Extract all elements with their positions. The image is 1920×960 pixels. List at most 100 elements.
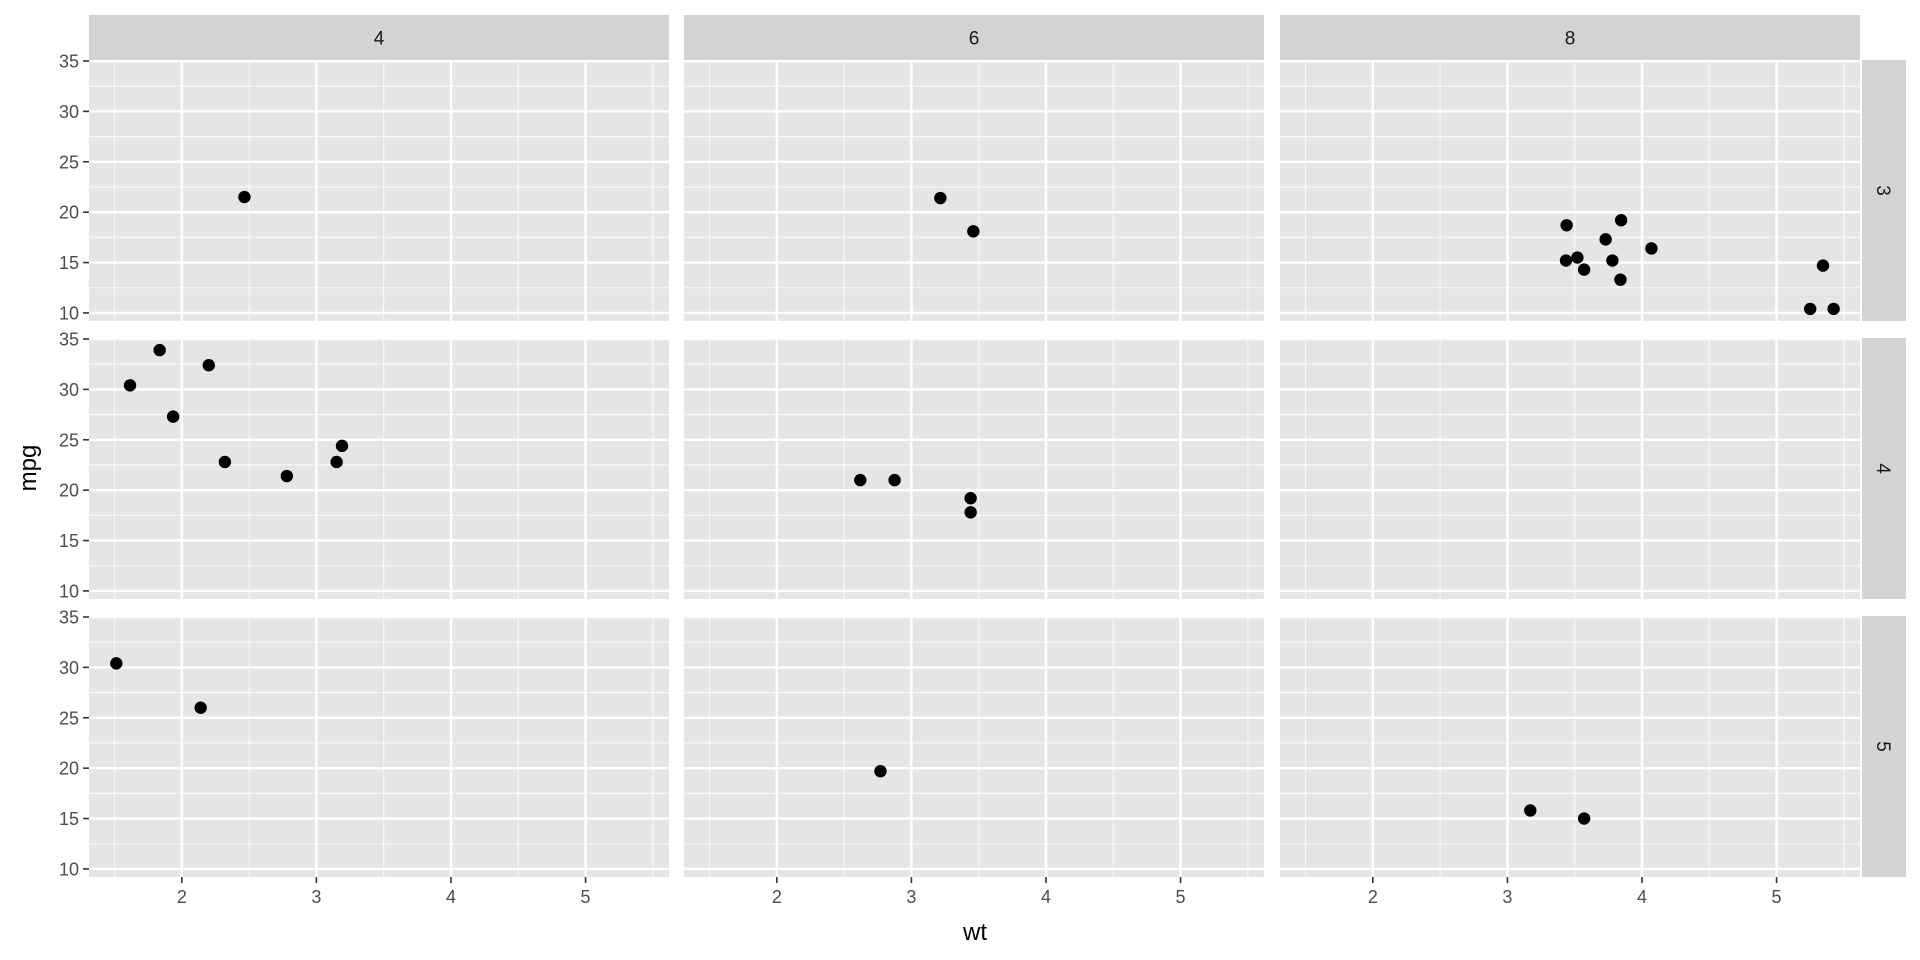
strip-background [684, 15, 1264, 60]
data-point [1599, 233, 1612, 246]
x-tick-label: 3 [906, 887, 916, 907]
data-point [194, 701, 207, 714]
points-4-4 [123, 343, 349, 483]
panel-background [1280, 616, 1860, 877]
data-point [1827, 302, 1840, 316]
panel-4-3 [89, 59, 669, 321]
y-tick-label: 25 [59, 152, 79, 172]
data-point [1614, 214, 1628, 227]
strip-label: 8 [1565, 29, 1576, 50]
x-tick-label: 4 [1041, 887, 1051, 907]
strip-label: 3 [1872, 185, 1893, 196]
y-tick-label: 25 [59, 708, 79, 728]
strip-row-5: 5 [1862, 616, 1906, 877]
y-tick-label: 20 [59, 759, 79, 779]
y-tick-label: 30 [59, 658, 79, 678]
strip-background [89, 15, 669, 60]
panel-background [684, 60, 1264, 321]
data-point [1524, 804, 1537, 817]
points-4-5 [110, 657, 207, 714]
x-axis-title: wt [962, 919, 987, 946]
y-tick-label: 15 [59, 253, 79, 273]
data-point [1645, 242, 1658, 255]
strip-row-4: 4 [1862, 338, 1906, 599]
data-point [1560, 219, 1573, 232]
data-point [335, 439, 349, 453]
data-point [1559, 254, 1573, 267]
data-point [934, 191, 947, 205]
strip-label: 6 [969, 29, 980, 50]
x-tick-label: 3 [311, 887, 321, 907]
data-point [1816, 259, 1830, 272]
data-point [964, 506, 977, 519]
data-point [1577, 263, 1591, 276]
strip-col-4: 4 [89, 15, 669, 60]
panel-background [684, 338, 1264, 599]
y-tick-label: 10 [59, 303, 79, 323]
y-tick-label: 35 [59, 52, 79, 72]
panel-8-3 [1280, 59, 1860, 321]
y-tick-label: 30 [59, 102, 79, 122]
points-6-4 [854, 473, 977, 519]
data-point [964, 492, 977, 505]
strip-background [1280, 15, 1860, 60]
data-point [1577, 812, 1591, 825]
panels-layer [89, 59, 1860, 877]
panel-8-4 [1280, 337, 1860, 599]
x-tick-label: 2 [177, 887, 187, 907]
x-tick-label: 4 [446, 887, 456, 907]
panel-6-3 [684, 59, 1264, 321]
y-axis-row-3: 10 15 20 25 30 35 [59, 52, 89, 323]
panel-background [89, 60, 669, 321]
panel-background [89, 616, 669, 877]
panel-6-5 [684, 615, 1264, 877]
strip-label: 5 [1872, 741, 1893, 752]
data-point [874, 764, 887, 778]
panel-background [684, 616, 1264, 877]
strip-background [1862, 338, 1906, 599]
panel-8-5 [1280, 615, 1860, 877]
y-tick-label: 15 [59, 531, 79, 551]
strip-background [1862, 60, 1906, 321]
data-point [854, 473, 867, 487]
x-axis-col-8: 2 3 4 5 [1368, 877, 1782, 907]
points-6-3 [934, 191, 980, 238]
strip-col-6: 6 [684, 15, 1264, 60]
data-point [1606, 254, 1619, 267]
strip-background [1862, 616, 1906, 877]
y-tick-label: 35 [59, 608, 79, 628]
y-tick-label: 20 [59, 481, 79, 501]
strip-label: 4 [374, 29, 385, 50]
data-point [967, 225, 980, 238]
points-8-5 [1524, 804, 1591, 825]
points-8-3 [1559, 214, 1840, 316]
strip-label: 4 [1872, 463, 1893, 474]
x-tick-label: 4 [1637, 887, 1647, 907]
x-axis-col-4: 2 3 4 5 [177, 877, 591, 907]
x-tick-label: 3 [1502, 887, 1512, 907]
data-point [202, 359, 215, 372]
data-point [330, 455, 343, 469]
panel-background [1280, 60, 1860, 321]
data-point [1571, 251, 1584, 264]
panel-4-5 [89, 615, 669, 877]
data-point [123, 379, 137, 392]
points-4-3 [238, 190, 251, 204]
data-point [1804, 302, 1817, 316]
x-axis-col-6: 2 3 4 5 [772, 877, 1186, 907]
x-tick-label: 2 [1368, 887, 1378, 907]
y-tick-label: 20 [59, 203, 79, 223]
x-tick-label: 5 [581, 887, 591, 907]
y-axis-row-4: 10 15 20 25 30 35 [59, 330, 89, 601]
panel-4-4 [89, 337, 669, 599]
y-tick-label: 25 [59, 430, 79, 450]
points-6-5 [874, 764, 887, 778]
y-tick-label: 35 [59, 330, 79, 350]
data-point [238, 190, 251, 204]
panel-background [1280, 338, 1860, 599]
data-point [153, 343, 166, 357]
data-point [110, 657, 123, 670]
panel-6-4 [684, 337, 1264, 599]
x-tick-label: 5 [1176, 887, 1186, 907]
